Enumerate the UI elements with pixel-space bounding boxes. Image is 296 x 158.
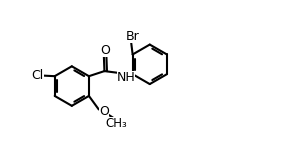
Text: O: O [100,44,110,57]
Text: CH₃: CH₃ [105,117,127,130]
Text: O: O [99,105,109,118]
Text: NH: NH [117,71,135,84]
Text: Br: Br [126,30,140,43]
Text: Cl: Cl [32,69,44,82]
